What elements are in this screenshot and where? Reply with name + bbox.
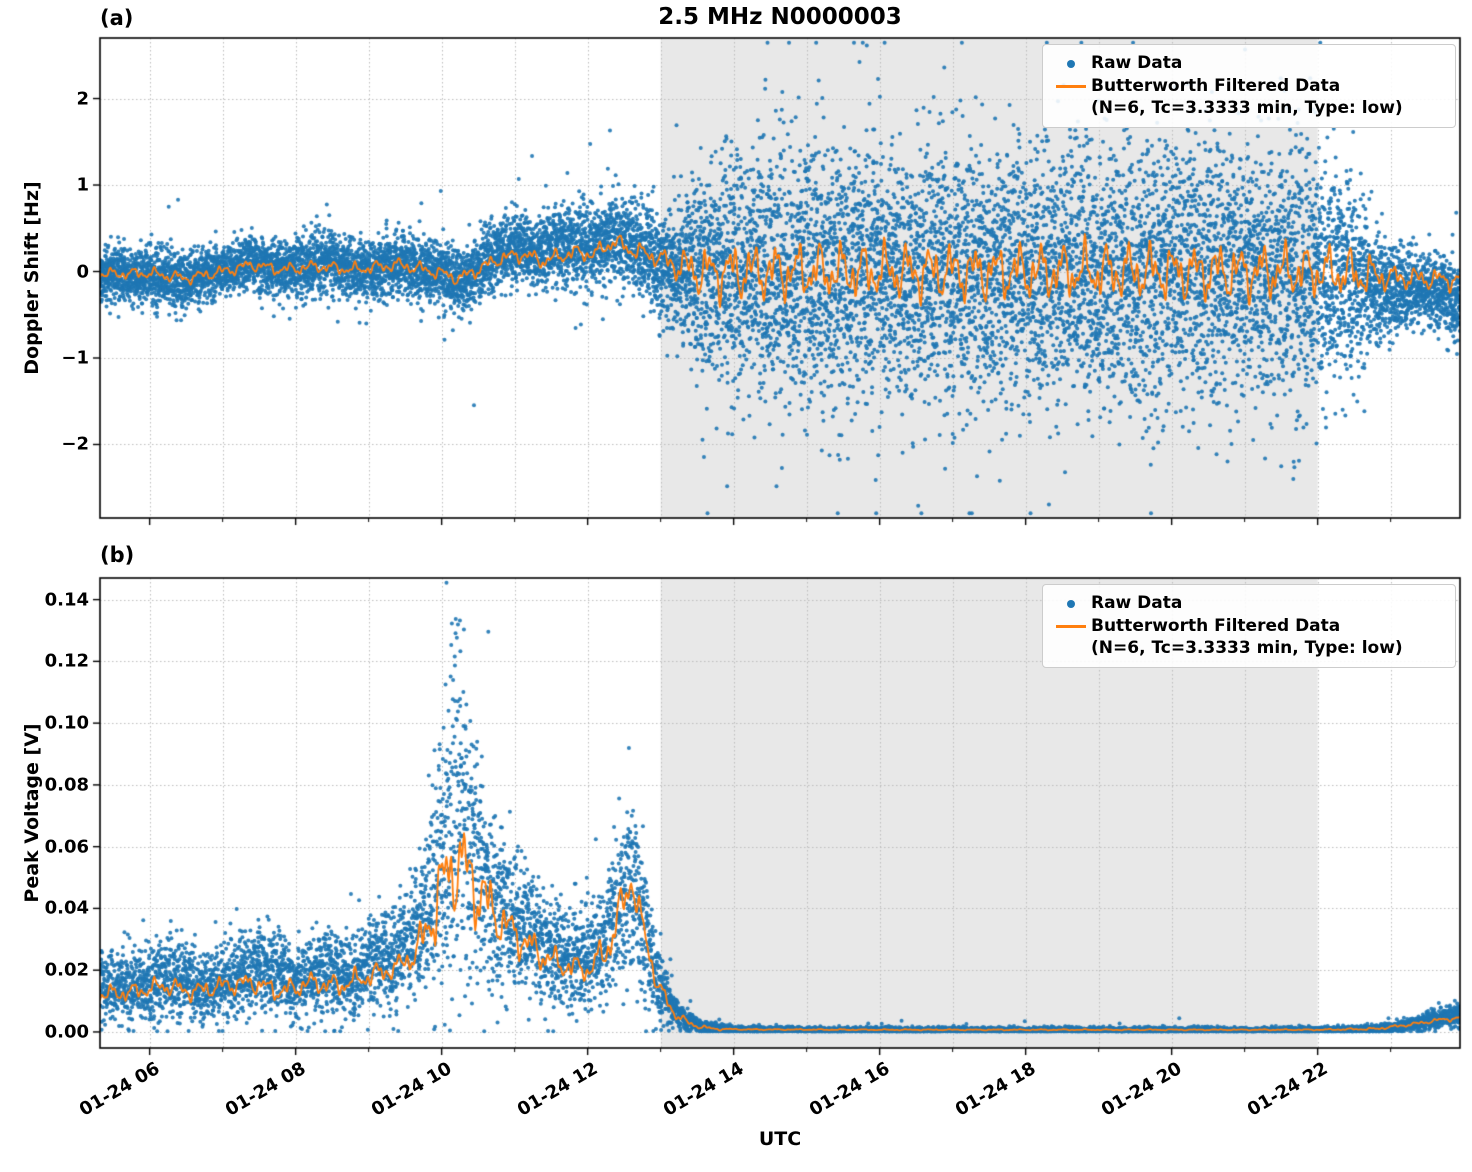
chart-canvas [0, 0, 1472, 1172]
